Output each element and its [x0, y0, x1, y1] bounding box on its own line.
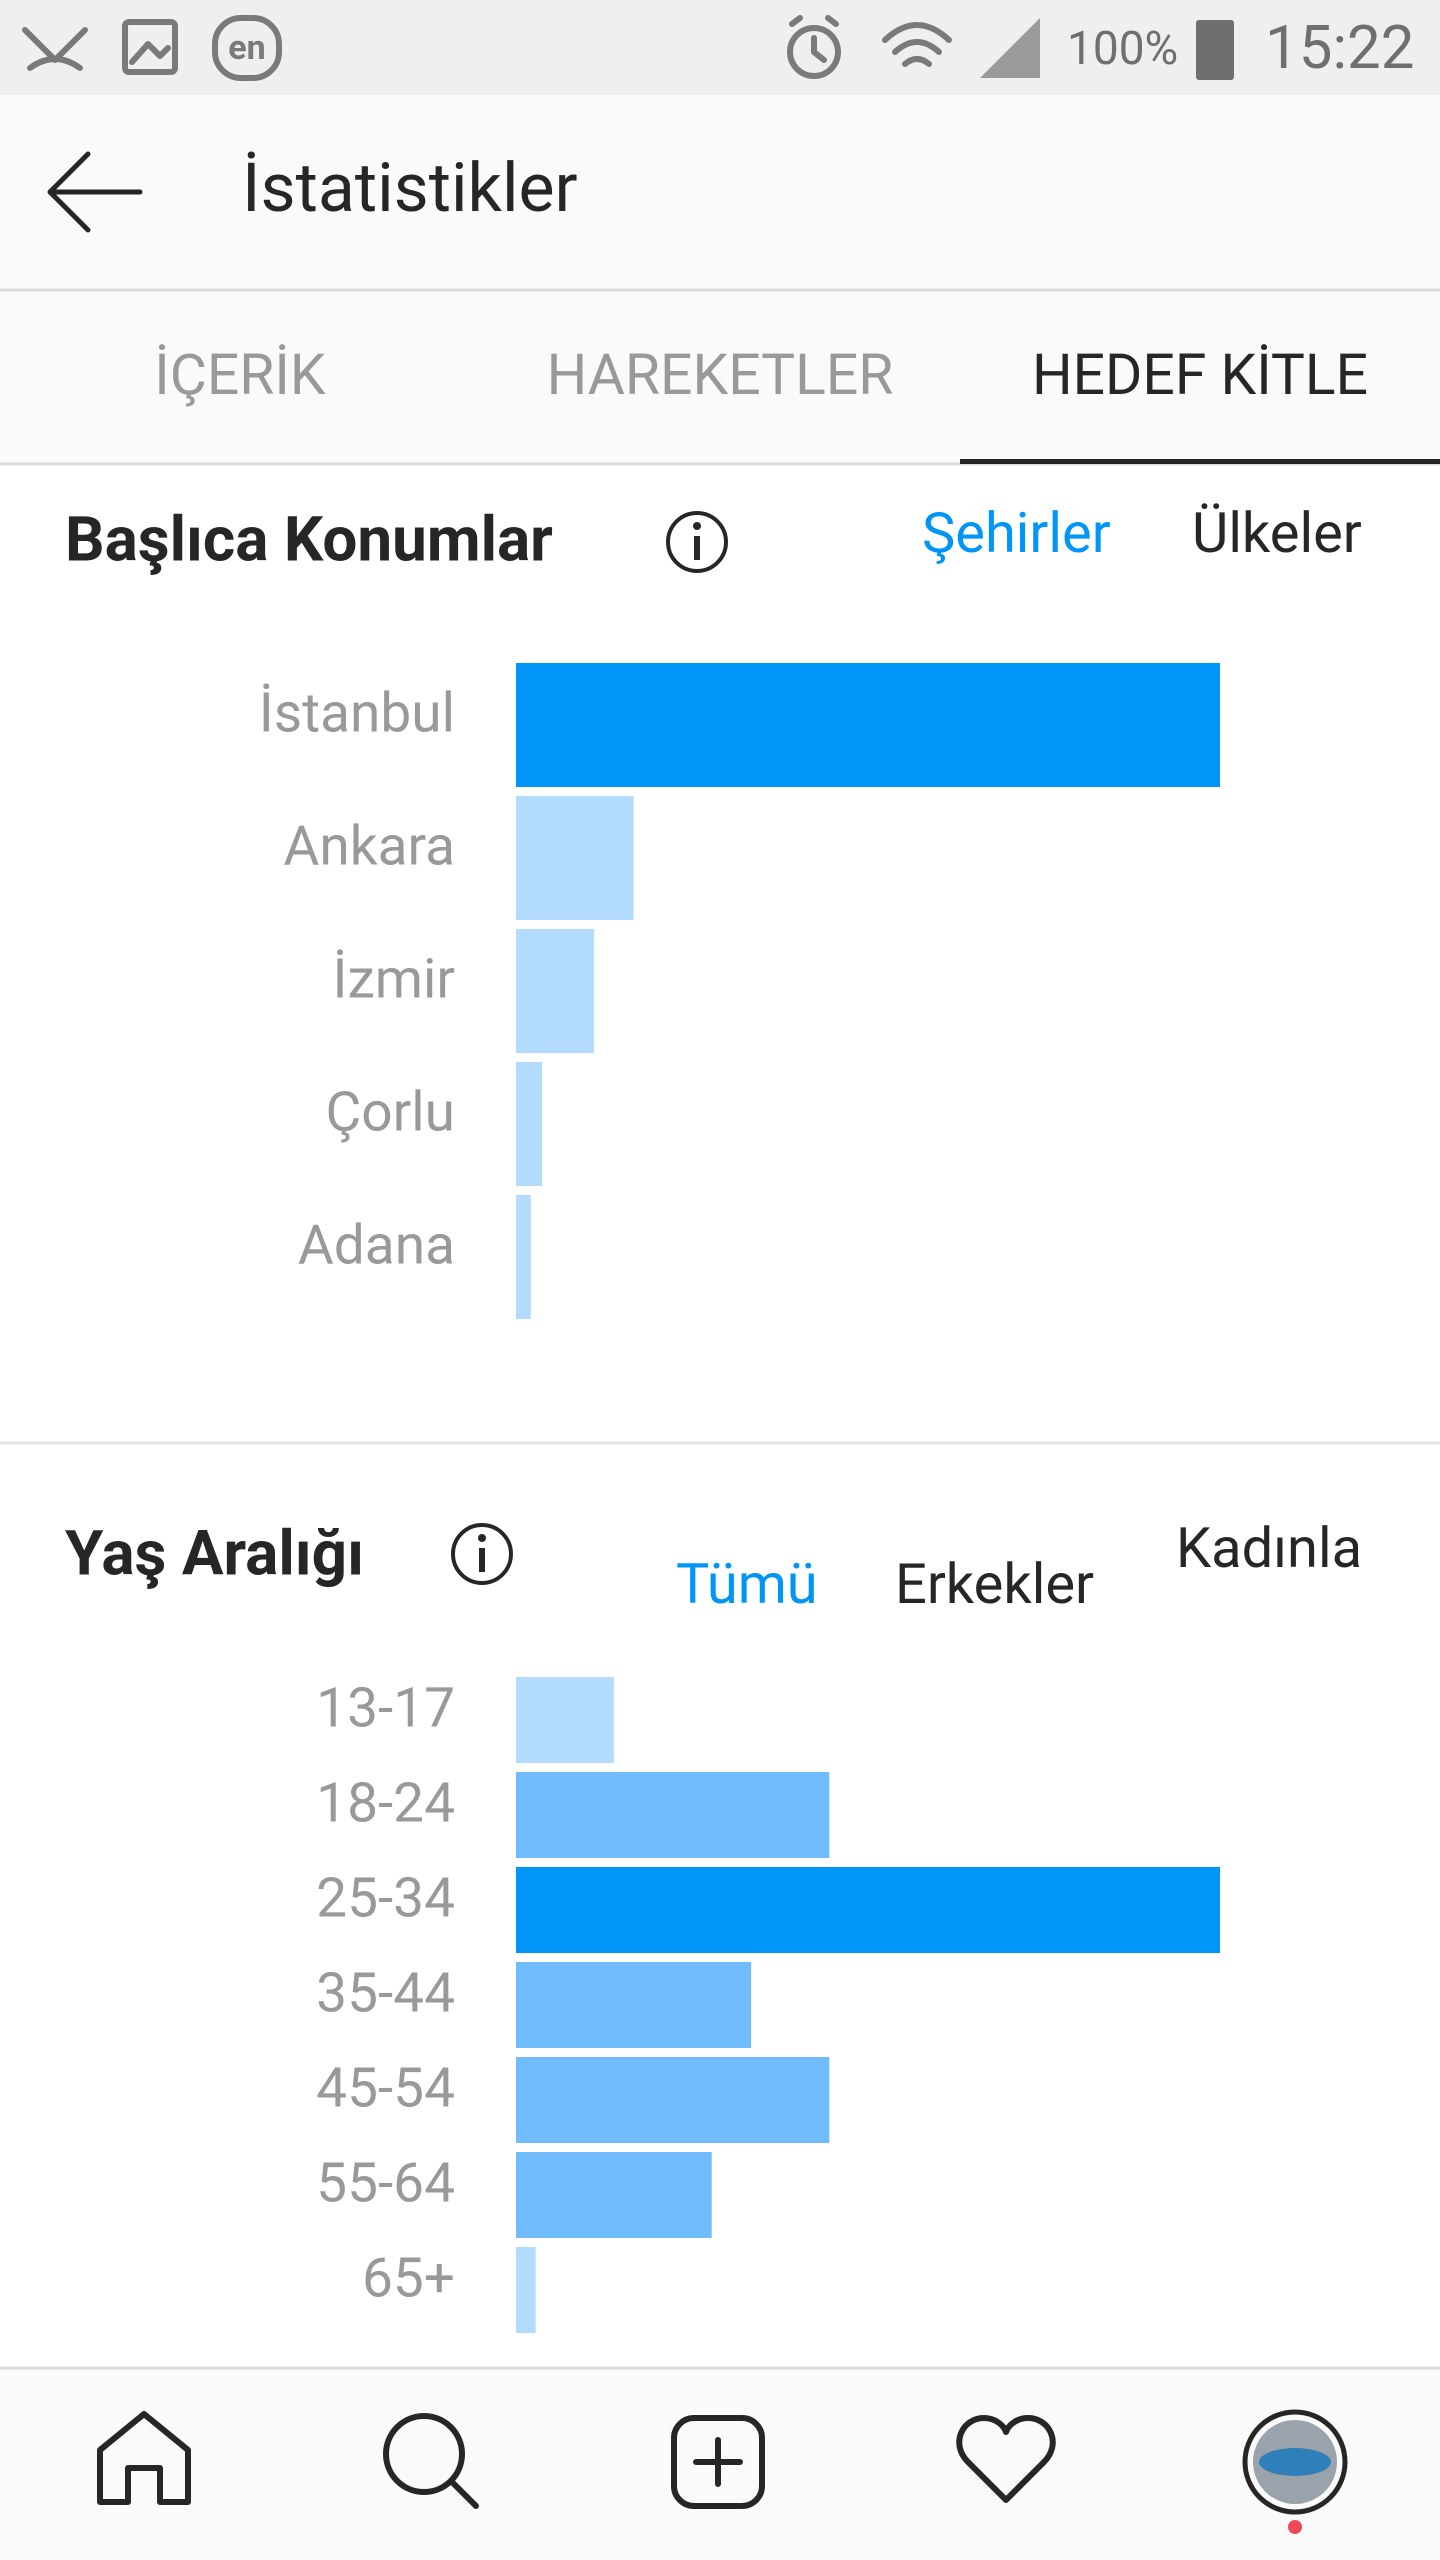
- category-label: İzmir: [333, 948, 456, 1012]
- alarm-hands: [789, 15, 839, 63]
- search-handle[interactable]: [449, 2479, 479, 2509]
- category-label: 13-17: [316, 1677, 455, 1741]
- bar: [516, 1062, 543, 1186]
- bar: [516, 1962, 752, 2048]
- nav-search[interactable]: [383, 2413, 479, 2509]
- info-dot[interactable]: [693, 522, 701, 530]
- category-label: Ankara: [283, 815, 455, 879]
- avatar-ring[interactable]: [1242, 2409, 1348, 2515]
- clock: 15:22: [1265, 12, 1414, 83]
- nav-new-post[interactable]: [671, 2415, 765, 2509]
- locations-chart: İstanbul Ankara İzmir Çorlu Adana: [259, 663, 1220, 1319]
- signal-icon: [980, 18, 1040, 78]
- tab-active[interactable]: HEDEF KİTLE: [1032, 341, 1368, 408]
- tab-indicator: [960, 459, 1440, 464]
- bar: [516, 1867, 1220, 1953]
- section-title: Yaş Aralığı: [65, 1517, 364, 1590]
- status-icons: en 100% 15:22: [22, 12, 1414, 83]
- bar: [516, 796, 634, 920]
- bar: [516, 663, 1220, 787]
- bar: [516, 2057, 830, 2143]
- category-label: İstanbul: [259, 682, 455, 746]
- back-button[interactable]: [47, 151, 143, 233]
- keyboard-lang: en: [228, 28, 265, 68]
- info-circle[interactable]: [666, 511, 728, 573]
- nav-activity[interactable]: [956, 2415, 1056, 2503]
- category-label: 25-34: [316, 1867, 455, 1931]
- category-label: 18-24: [316, 1772, 455, 1836]
- avatar-logo[interactable]: [1259, 2448, 1331, 2476]
- filter[interactable]: Kadınla: [1176, 1515, 1362, 1581]
- info-dot[interactable]: [478, 1534, 486, 1542]
- category-label: Adana: [298, 1214, 455, 1278]
- bar: [516, 929, 595, 1053]
- tab[interactable]: HAREKETLER: [547, 341, 894, 408]
- page-title: İstatistikler: [242, 148, 578, 228]
- gallery-mountain: [129, 41, 171, 65]
- category-label: 35-44: [316, 1962, 455, 2026]
- category-label: 45-54: [316, 2057, 455, 2121]
- info-stem[interactable]: [694, 536, 700, 560]
- info-icon[interactable]: [451, 1523, 513, 1585]
- filter-active[interactable]: Tümü: [676, 1551, 818, 1617]
- tab[interactable]: İÇERİK: [154, 341, 326, 408]
- new-post-plus[interactable]: [693, 2437, 743, 2487]
- search-lens[interactable]: [383, 2413, 465, 2495]
- gallery-icon: [122, 19, 178, 75]
- info-circle[interactable]: [451, 1523, 513, 1585]
- keyboard-badge: [212, 15, 282, 81]
- section-title: Başlıca Konumlar: [65, 503, 553, 576]
- bar: [516, 1677, 614, 1763]
- tab-bar: [0, 292, 1440, 464]
- new-post-frame[interactable]: [671, 2415, 765, 2509]
- bar: [516, 2247, 536, 2333]
- alarm-icon: [787, 25, 841, 79]
- category-label: Çorlu: [326, 1081, 456, 1145]
- bar: [516, 1195, 531, 1319]
- bar: [516, 2152, 712, 2238]
- category-label: 65+: [362, 2247, 455, 2311]
- nav-profile[interactable]: [1242, 2409, 1348, 2534]
- wifi-icon: [882, 22, 952, 67]
- battery-percent: 100%: [1067, 22, 1178, 76]
- header: [0, 95, 1440, 290]
- filter[interactable]: Erkekler: [895, 1551, 1094, 1617]
- category-label: 55-64: [316, 2152, 455, 2216]
- bar: [516, 1772, 830, 1858]
- battery-icon: [1196, 20, 1234, 80]
- missed-call-icon: [22, 27, 88, 71]
- filter[interactable]: Ülkeler: [1192, 500, 1362, 566]
- filter-active[interactable]: Şehirler: [922, 500, 1111, 566]
- notification-dot: [1288, 2520, 1302, 2534]
- nav-home[interactable]: [97, 2411, 191, 2505]
- info-stem[interactable]: [479, 1548, 485, 1572]
- age-chart: 13-17 18-24 25-34 35-44 45-54 55-64 65+: [316, 1677, 1220, 2333]
- info-icon[interactable]: [666, 511, 728, 573]
